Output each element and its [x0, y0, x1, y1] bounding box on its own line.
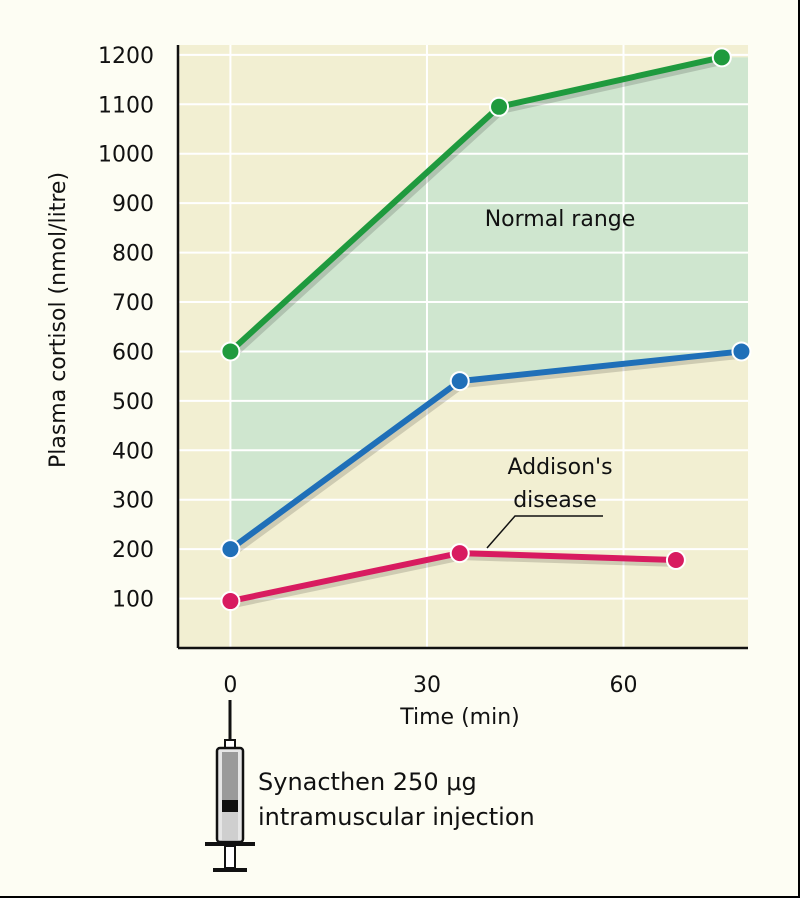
y-tick-label-1100: 1100 [98, 93, 154, 118]
y-tick-label-600: 600 [112, 340, 154, 365]
y-tick-label-700: 700 [112, 291, 154, 316]
addison-label-line2: disease [513, 488, 597, 513]
y-axis-title: Plasma cortisol (nmol/litre) [46, 172, 71, 468]
injection-line2: intramuscular injection [258, 803, 535, 831]
x-tick-label-60: 60 [610, 673, 638, 698]
addison-label-line1: Addison's [507, 455, 612, 480]
y-tick-label-400: 400 [112, 439, 154, 464]
y-tick-label-100: 100 [112, 588, 154, 613]
point-addison-2 [665, 550, 686, 571]
y-tick-label-1000: 1000 [98, 143, 154, 168]
syringe-icon [205, 700, 255, 872]
point-lower-0 [220, 539, 241, 560]
x-tick-label-0: 0 [223, 673, 237, 698]
y-tick-label-900: 900 [112, 192, 154, 217]
y-tick-label-300: 300 [112, 489, 154, 514]
normal-range-band [230, 57, 748, 550]
y-tick-label-500: 500 [112, 390, 154, 415]
point-lower-2 [731, 341, 752, 362]
injection-line1: Synacthen 250 μg [258, 768, 477, 796]
normal-range-label: Normal range [485, 207, 636, 232]
point-addison-0 [220, 591, 241, 612]
addison-leader-line [486, 515, 603, 549]
point-upper-0 [220, 341, 241, 362]
point-upper-1 [489, 96, 510, 117]
y-tick-label-800: 800 [112, 242, 154, 267]
y-tick-label-1200: 1200 [98, 44, 154, 69]
point-upper-2 [711, 47, 732, 68]
x-tick-label-30: 30 [413, 673, 441, 698]
point-addison-1 [449, 543, 470, 564]
point-lower-1 [449, 371, 470, 392]
y-tick-label-200: 200 [112, 538, 154, 563]
x-axis-title: Time (min) [399, 705, 520, 730]
